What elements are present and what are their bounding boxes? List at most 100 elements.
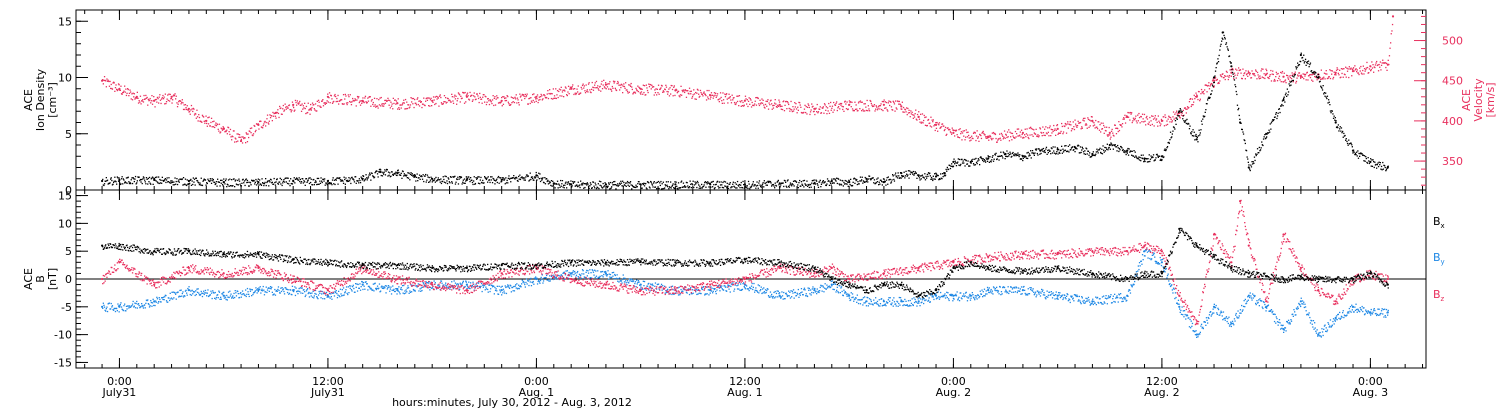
- by-point-33: [1056, 294, 1059, 297]
- ion-density-sample: [1319, 80, 1321, 82]
- ion-density-sample: [611, 182, 613, 184]
- ion-density-sample: [1351, 144, 1353, 146]
- velocity-sample: [811, 103, 813, 105]
- by-sample: [336, 297, 339, 299]
- velocity-sample: [485, 96, 487, 98]
- by-sample: [105, 310, 107, 312]
- ion-density-sample: [113, 181, 115, 183]
- by-sample: [347, 293, 349, 296]
- velocity-sample: [443, 95, 446, 97]
- ion-density-sample: [583, 187, 585, 189]
- by-sample: [375, 287, 377, 290]
- ion-density-sample: [111, 179, 113, 182]
- by-sample: [155, 301, 157, 303]
- ion-density-sample: [406, 177, 408, 179]
- ion-density-sample: [605, 184, 607, 186]
- ion-density-sample: [653, 182, 655, 184]
- ion-density-sample: [1303, 62, 1305, 64]
- ion-density-sample: [1176, 118, 1178, 120]
- ion-density-sample: [243, 180, 246, 182]
- velocity-sample: [379, 97, 381, 99]
- ion-density-sample: [1233, 79, 1236, 81]
- velocity-sample: [862, 108, 864, 111]
- ion-density-sample: [206, 182, 208, 185]
- ion-density-sample: [373, 176, 376, 178]
- ion-density-sample: [346, 180, 348, 183]
- ion-density-sample: [1225, 43, 1227, 45]
- ion-density-sample: [830, 184, 832, 186]
- velocity-sample: [990, 137, 992, 140]
- ion-density-sample: [1011, 155, 1013, 158]
- velocity-sample: [1001, 134, 1003, 136]
- ion-density-sample: [583, 183, 585, 185]
- velocity-sample: [712, 97, 714, 99]
- ion-density-sample: [1013, 154, 1015, 156]
- ion-density-sample: [334, 183, 336, 186]
- velocity-sample: [944, 128, 946, 131]
- velocity-sample: [1339, 69, 1341, 71]
- velocity-sample: [195, 117, 197, 119]
- velocity-sample: [1077, 120, 1079, 122]
- ion-density-sample: [146, 178, 148, 180]
- ion-density-sample: [685, 181, 688, 184]
- by-sample: [363, 285, 365, 287]
- ion-density-sample: [1296, 66, 1298, 68]
- velocity-sample: [1352, 68, 1354, 70]
- ion-density-sample: [387, 175, 389, 177]
- ion-density-sample: [268, 180, 270, 182]
- velocity-sample: [934, 129, 936, 132]
- ion-density-sample: [584, 186, 586, 189]
- ion-density-sample: [756, 181, 758, 183]
- ion-density-sample: [361, 179, 363, 181]
- velocity-sample: [793, 108, 795, 110]
- ion-density-sample: [998, 159, 1000, 161]
- velocity-sample: [300, 104, 302, 106]
- ion-density-sample: [564, 182, 567, 184]
- velocity-point-30: [900, 105, 903, 108]
- ion-density-sample: [746, 187, 748, 189]
- velocity-sample: [440, 96, 442, 99]
- velocity-sample: [491, 99, 494, 101]
- ion-density-sample: [921, 174, 924, 176]
- velocity-sample: [140, 103, 142, 105]
- velocity-sample: [1298, 72, 1301, 74]
- ion-density-sample: [1223, 34, 1225, 37]
- velocity-sample: [954, 135, 956, 137]
- ion-density-sample: [810, 186, 812, 188]
- velocity-sample: [604, 87, 606, 89]
- velocity-sample: [989, 134, 991, 137]
- velocity-sample: [1171, 120, 1173, 122]
- velocity-sample: [722, 99, 725, 101]
- by-sample: [355, 283, 357, 285]
- ion-density-sample: [168, 177, 170, 179]
- velocity-sample: [173, 94, 175, 96]
- ion-density-sample: [985, 161, 987, 163]
- velocity-sample: [311, 106, 313, 109]
- velocity-sample: [1388, 63, 1390, 66]
- ion-density-sample: [531, 176, 533, 178]
- by-sample: [140, 305, 142, 308]
- velocity-sample: [642, 93, 644, 95]
- velocity-sample: [168, 93, 170, 95]
- velocity-sample: [339, 100, 341, 102]
- by-sample: [382, 286, 384, 288]
- ion-density-sample: [421, 178, 424, 180]
- ion-density-sample: [908, 177, 910, 179]
- velocity-sample: [612, 80, 615, 82]
- ion-density-sample: [1255, 153, 1257, 155]
- ion-density-sample: [204, 179, 207, 181]
- velocity-sample: [388, 104, 390, 106]
- by-sample: [232, 297, 235, 299]
- by-sample: [370, 287, 372, 289]
- by-sample: [136, 300, 138, 303]
- velocity-sample: [434, 103, 436, 106]
- by-sample: [211, 297, 213, 300]
- ion-density-sample: [451, 182, 453, 184]
- ion-density-sample: [529, 179, 531, 181]
- velocity-sample: [1365, 68, 1367, 71]
- ion-density-sample: [974, 164, 976, 166]
- ion-density-sample: [1288, 83, 1290, 85]
- ion-density-sample: [972, 163, 975, 165]
- ion-density-sample: [412, 174, 415, 176]
- ion-density-sample: [181, 178, 183, 180]
